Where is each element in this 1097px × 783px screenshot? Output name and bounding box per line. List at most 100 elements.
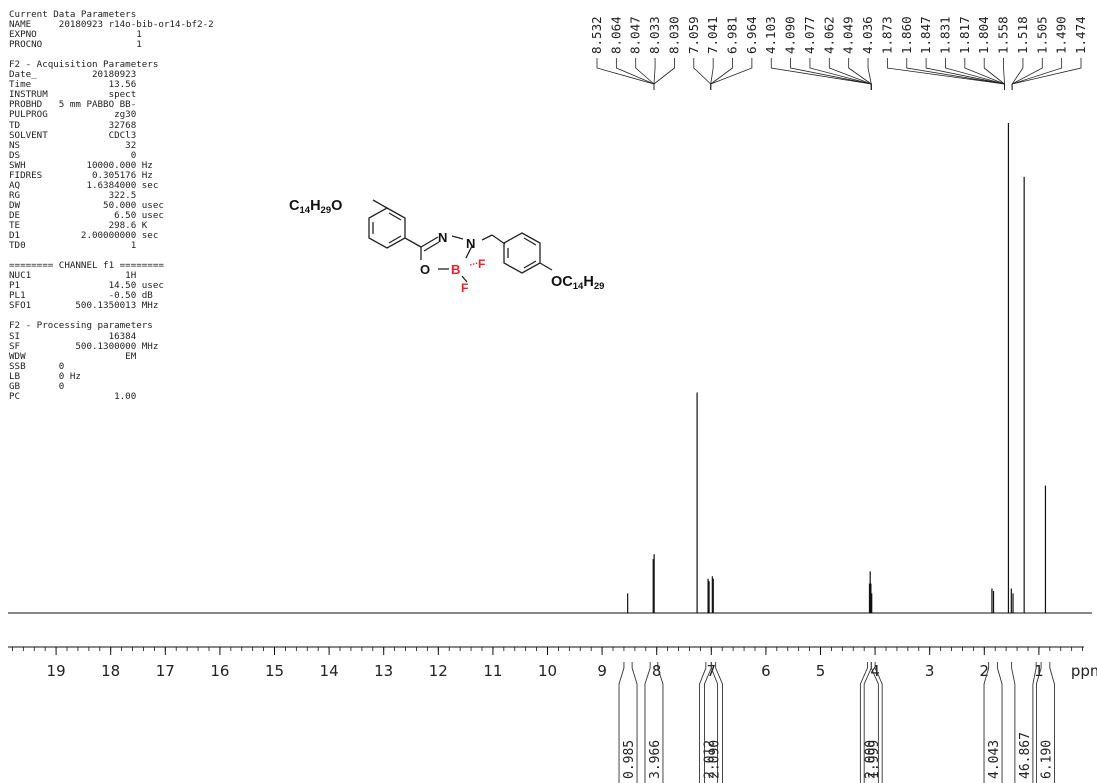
tick-label: 17 xyxy=(156,662,175,680)
param-line: F2 - Processing parameters xyxy=(9,320,153,332)
tick-label: 8 xyxy=(652,662,662,680)
structure-labels: C14H29O OC14H29 N N O B F F xyxy=(289,198,604,295)
peak-shift-label: 8.047 xyxy=(628,16,643,54)
tick-label: 10 xyxy=(538,662,557,680)
atom-n2: N xyxy=(466,236,475,251)
right-ring-inner-bonds xyxy=(507,237,537,269)
param-line: NUC1 1H xyxy=(9,270,137,282)
param-line: PC 1.00 xyxy=(9,390,137,402)
param-line: SFO1 500.1350013 MHz xyxy=(9,300,159,312)
peak-shift-label: 1.831 xyxy=(937,16,952,54)
chemical-structure xyxy=(368,199,553,283)
tick-label: 12 xyxy=(429,662,448,680)
integral-value: 1.999 xyxy=(867,740,882,779)
atom-b: B xyxy=(451,262,460,277)
b-f-dashed-bond xyxy=(469,262,479,266)
peak-shift-label: 4.077 xyxy=(802,16,817,54)
peak-label-connector xyxy=(635,58,655,90)
tick-label: 14 xyxy=(320,662,339,680)
integral-bracket xyxy=(1011,662,1037,783)
acquisition-parameters-panel: Current Data Parameters NAME 20180923 r1… xyxy=(9,9,214,402)
b-f-bond xyxy=(461,275,468,283)
peak-label-connector xyxy=(653,58,675,90)
ch-ring-bond xyxy=(491,234,506,245)
peak-shift-label: 1.518 xyxy=(1015,16,1030,54)
param-line: TD 32768 xyxy=(9,119,137,131)
integral-bracket xyxy=(704,662,723,783)
tick-label: 19 xyxy=(47,662,66,680)
param-line: Time 13.56 xyxy=(9,79,137,91)
peak-shift-label: 4.036 xyxy=(860,16,875,54)
atom-o: O xyxy=(420,262,430,277)
peak-label-connector xyxy=(1011,58,1082,90)
right-chain-label: OC14H29 xyxy=(551,274,604,292)
param-line: Date_ 20180923 xyxy=(9,69,137,81)
right-benzene-ring xyxy=(503,232,541,274)
peak-shift-label: 1.804 xyxy=(976,16,991,54)
peak-shift-label: 8.030 xyxy=(666,16,681,54)
param-line: D1 2.00000000 sec xyxy=(9,230,159,242)
tick-label: 7 xyxy=(707,662,717,680)
integral-value: 2.090 xyxy=(707,740,722,779)
peak-shift-label: 1.873 xyxy=(879,16,894,54)
peak-label-connector xyxy=(693,58,712,90)
axis-unit-label: ppm xyxy=(1071,662,1097,680)
param-line: FIDRES 0.305176 Hz xyxy=(9,169,153,181)
peak-shift-label: 8.033 xyxy=(647,16,662,54)
param-line: P1 14.50 usec xyxy=(9,280,164,292)
ring-to-oxadiazaborine-bond xyxy=(404,237,422,248)
param-line: PROCNO 1 xyxy=(9,39,142,51)
tick-label: 3 xyxy=(925,662,935,680)
integral-bracket xyxy=(983,662,1003,783)
spectrum-trace-layer xyxy=(8,123,1092,614)
peak-shift-label: 1.847 xyxy=(918,16,933,54)
param-line: SSB 0 xyxy=(9,360,65,372)
peak-shift-label: 8.064 xyxy=(608,16,623,54)
right-chain-bond xyxy=(539,262,553,271)
left-chain-bond xyxy=(372,199,388,209)
atom-f1: F xyxy=(478,257,485,271)
param-line: LB 0 Hz xyxy=(9,370,81,382)
tick-label: 6 xyxy=(761,662,771,680)
param-line: INSTRUM spect xyxy=(9,89,137,101)
left-ring-inner-bonds xyxy=(372,212,402,244)
param-line: SF 500.1300000 MHz xyxy=(9,340,159,352)
peak-label-connector xyxy=(1011,58,1043,90)
param-line: RG 322.5 xyxy=(9,189,137,201)
param-line: NS 32 xyxy=(9,139,137,151)
peak-shift-label: 8.532 xyxy=(589,16,604,54)
tick-label: 15 xyxy=(265,662,284,680)
peak-label-connector xyxy=(1003,58,1005,90)
param-line: WDW EM xyxy=(9,350,137,362)
tick-label: 4 xyxy=(870,662,880,680)
integral-value: 46.867 xyxy=(1018,732,1033,779)
param-line: TE 298.6 K xyxy=(9,219,148,231)
tick-label: 5 xyxy=(816,662,826,680)
peak-label-connector xyxy=(964,58,1005,90)
integral-value: 0.985 xyxy=(622,740,637,779)
peak-label-layer: 8.532 8.064 8.047 8.033 8.030 7.059 7.041 6.981… xyxy=(589,16,1088,90)
peak-shift-label: 4.090 xyxy=(783,16,798,54)
param-line: PL1 -0.50 dB xyxy=(9,290,153,302)
param-line: Current Data Parameters xyxy=(9,9,137,20)
peak-shift-label: 4.062 xyxy=(821,16,836,54)
peak-shift-label: 6.981 xyxy=(725,16,740,54)
peak-shift-label: 7.059 xyxy=(686,16,701,54)
param-line: SI 16384 xyxy=(9,330,137,342)
tick-label: 18 xyxy=(101,662,120,680)
param-line: DW 50.000 usec xyxy=(9,199,164,211)
tick-label: 2 xyxy=(980,662,990,680)
n-ch-bond xyxy=(481,234,493,241)
integral-value: 2.000 xyxy=(863,740,878,779)
tick-label: 9 xyxy=(597,662,607,680)
peak-label-connector xyxy=(828,58,872,90)
b-n-bond xyxy=(465,245,473,259)
peak-label-connector xyxy=(1011,58,1024,90)
param-line: AQ 1.6384000 sec xyxy=(9,179,159,191)
peak-shift-label: 1.505 xyxy=(1034,16,1049,54)
tick-label: 16 xyxy=(210,662,229,680)
peak-label-connector xyxy=(983,58,1005,90)
